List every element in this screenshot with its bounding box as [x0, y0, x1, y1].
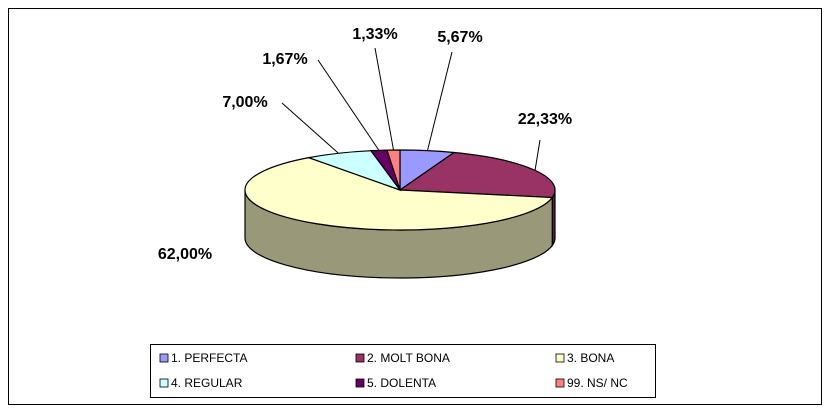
value-label: 5,67%: [437, 29, 482, 46]
legend-swatch: [159, 353, 169, 363]
slice: [244, 157, 554, 231]
legend-label: 99. NS/ NC: [567, 376, 628, 390]
legend-label: 2. MOLT BONA: [367, 351, 450, 365]
leader-line: [374, 47, 395, 151]
slice: [386, 149, 401, 191]
legend-swatch: [159, 378, 169, 388]
value-label: 7,00%: [222, 94, 267, 111]
legend-box: [150, 344, 656, 398]
legend-label: 1. PERFECTA: [171, 351, 247, 365]
leader-line: [317, 59, 380, 151]
legend-swatch: [355, 378, 365, 388]
legend-label: 4. REGULAR: [171, 376, 243, 390]
slice: [398, 151, 556, 199]
leader-line: [281, 102, 339, 154]
legend-swatch: [555, 378, 565, 388]
legend-swatch: [355, 353, 365, 363]
value-label: 22,33%: [518, 111, 572, 128]
leader-line: [534, 139, 541, 171]
leader-line: [426, 51, 453, 151]
legend-label: 3. BONA: [567, 351, 614, 365]
value-label: 62,00%: [158, 246, 212, 263]
value-label: 1,33%: [352, 26, 397, 43]
legend-label: 5. DOLENTA: [367, 376, 436, 390]
value-label: 1,67%: [262, 51, 307, 68]
legend-swatch: [555, 353, 565, 363]
